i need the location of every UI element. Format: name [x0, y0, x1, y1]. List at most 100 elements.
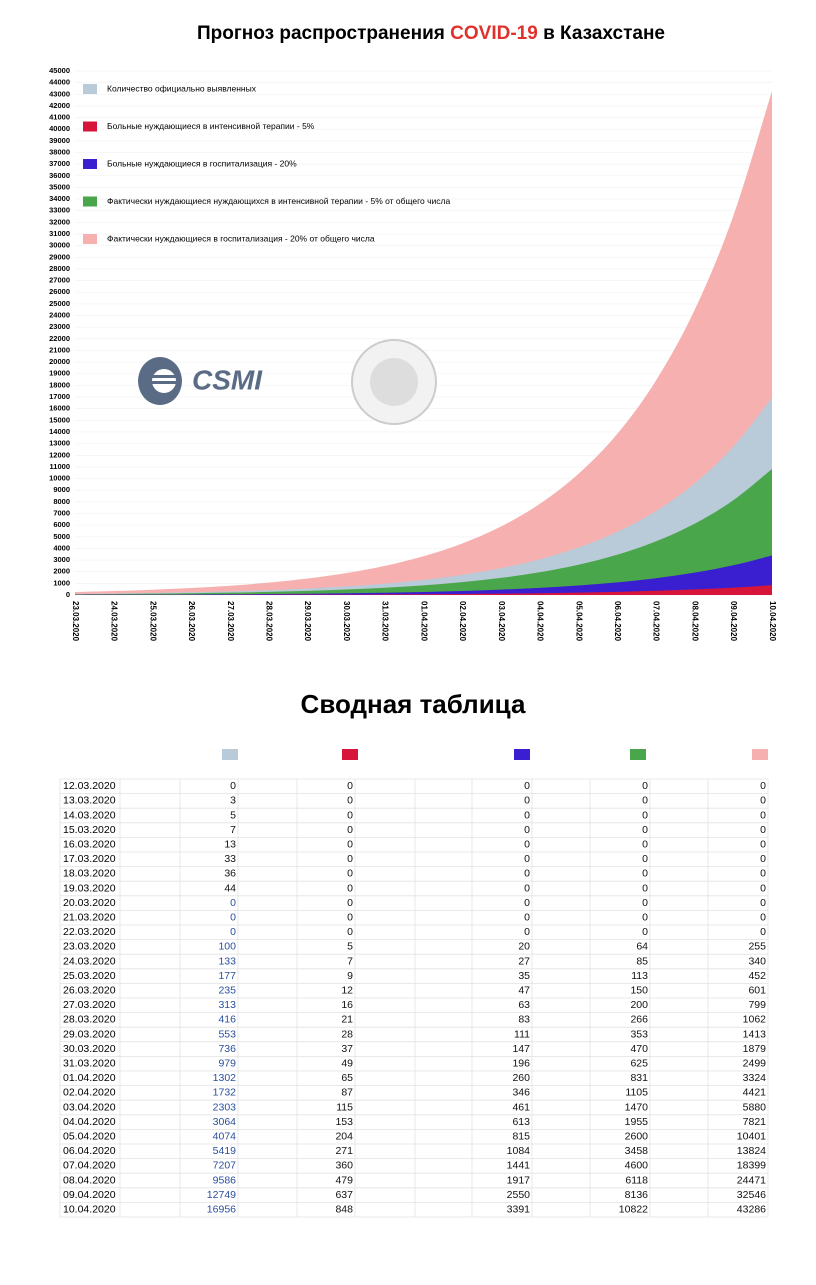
area	[75, 555, 772, 595]
y-tick-label: 21000	[49, 345, 70, 354]
table-cell: 1441	[507, 1160, 531, 1172]
table-cell: 1062	[743, 1014, 767, 1026]
table-cell: 37	[341, 1043, 353, 1055]
y-tick-label: 19000	[49, 369, 70, 378]
table-cell: 0	[524, 897, 530, 909]
x-tick-label: 24.03.2020	[110, 601, 119, 642]
y-tick-label: 31000	[49, 229, 70, 238]
y-tick-label: 16000	[49, 404, 70, 413]
table-cell: 3064	[213, 1116, 237, 1128]
y-tick-label: 33000	[49, 206, 70, 215]
table-cell: 255	[748, 941, 766, 953]
table-cell: 736	[218, 1043, 236, 1055]
area	[75, 468, 772, 595]
table-date: 27.03.2020	[63, 999, 116, 1011]
table-cell: 452	[748, 970, 766, 982]
y-tick-label: 40000	[49, 124, 70, 133]
table-cell: 0	[347, 897, 353, 909]
table-cell: 0	[642, 911, 648, 923]
x-tick-label: 03.04.2020	[497, 601, 506, 642]
table-cell: 1413	[743, 1028, 767, 1040]
y-tick-label: 27000	[49, 276, 70, 285]
table-cell: 133	[218, 955, 236, 967]
table-cell: 24471	[737, 1174, 766, 1186]
table-date: 19.03.2020	[63, 882, 116, 894]
table-cell: 5	[230, 809, 236, 821]
table-cell: 6118	[625, 1174, 648, 1186]
table-cell: 0	[760, 780, 766, 792]
y-tick-label: 4000	[53, 543, 70, 552]
table-cell: 0	[347, 911, 353, 923]
table-cell: 18399	[737, 1160, 766, 1172]
table-cell: 0	[524, 882, 530, 894]
table-cell: 4074	[213, 1130, 237, 1142]
table-cell: 21	[341, 1014, 353, 1026]
table-cell: 3	[230, 795, 236, 807]
table-cell: 7	[347, 955, 353, 967]
table-cell: 28	[341, 1028, 353, 1040]
table-cell: 0	[230, 926, 236, 938]
color-swatch	[514, 749, 530, 760]
table-cell: 0	[524, 853, 530, 865]
table-cell: 63	[518, 999, 530, 1011]
y-tick-label: 35000	[49, 182, 70, 191]
table-date: 23.03.2020	[63, 941, 116, 953]
chart-title: Прогноз распространения COVID-19 в Казах…	[197, 23, 665, 44]
table-cell: 340	[748, 955, 766, 967]
table-title: Сводная таблица	[301, 689, 526, 719]
x-tick-label: 23.03.2020	[71, 601, 80, 642]
table-cell: 49	[341, 1057, 353, 1069]
table-cell: 5	[347, 941, 353, 953]
title-part: в Казахстане	[543, 23, 665, 44]
y-tick-label: 3000	[53, 555, 70, 564]
table-cell: 360	[335, 1160, 353, 1172]
table-cell: 7821	[743, 1116, 767, 1128]
y-tick-label: 30000	[49, 241, 70, 250]
table-cell: 35	[518, 970, 530, 982]
x-tick-label: 04.04.2020	[536, 601, 545, 642]
table-cell: 0	[760, 838, 766, 850]
table-cell: 153	[335, 1116, 353, 1128]
table-cell: 65	[341, 1072, 353, 1084]
table-date: 21.03.2020	[63, 911, 116, 923]
table-cell: 346	[512, 1087, 530, 1099]
x-tick-label: 07.04.2020	[652, 601, 661, 642]
y-tick-label: 38000	[49, 147, 70, 156]
table-cell: 0	[230, 780, 236, 792]
table-cell: 0	[524, 795, 530, 807]
table-date: 16.03.2020	[63, 838, 116, 850]
y-tick-label: 1000	[53, 578, 70, 587]
table-cell: 0	[524, 868, 530, 880]
table-cell: 1732	[213, 1087, 237, 1099]
table-cell: 3458	[625, 1145, 649, 1157]
legend-label: Фактически нуждающиеся в госпитализация …	[107, 233, 375, 243]
table-date: 12.03.2020	[63, 780, 116, 792]
y-tick-label: 36000	[49, 171, 70, 180]
x-tick-label: 10.04.2020	[768, 601, 777, 642]
table-cell: 83	[518, 1014, 530, 1026]
table-date: 30.03.2020	[63, 1043, 116, 1055]
table-cell: 87	[341, 1087, 353, 1099]
y-tick-label: 5000	[53, 532, 70, 541]
table-cell: 115	[336, 1101, 353, 1113]
y-tick-label: 25000	[49, 299, 70, 308]
table-cell: 0	[642, 897, 648, 909]
table-cell: 0	[347, 926, 353, 938]
table-cell: 5419	[213, 1145, 237, 1157]
area	[75, 585, 772, 595]
table-cell: 0	[760, 897, 766, 909]
table-date: 28.03.2020	[63, 1014, 116, 1026]
table-cell: 2303	[213, 1101, 237, 1113]
table-date: 15.03.2020	[63, 824, 116, 836]
table-cell: 0	[760, 795, 766, 807]
table-date: 17.03.2020	[63, 853, 116, 865]
table-date: 24.03.2020	[63, 955, 116, 967]
table-date: 25.03.2020	[63, 970, 116, 982]
x-tick-label: 01.04.2020	[419, 601, 428, 642]
x-tick-label: 08.04.2020	[690, 601, 699, 642]
table-cell: 235	[218, 984, 236, 996]
y-tick-label: 34000	[49, 194, 70, 203]
table-cell: 416	[218, 1014, 236, 1026]
table-cell: 0	[524, 809, 530, 821]
